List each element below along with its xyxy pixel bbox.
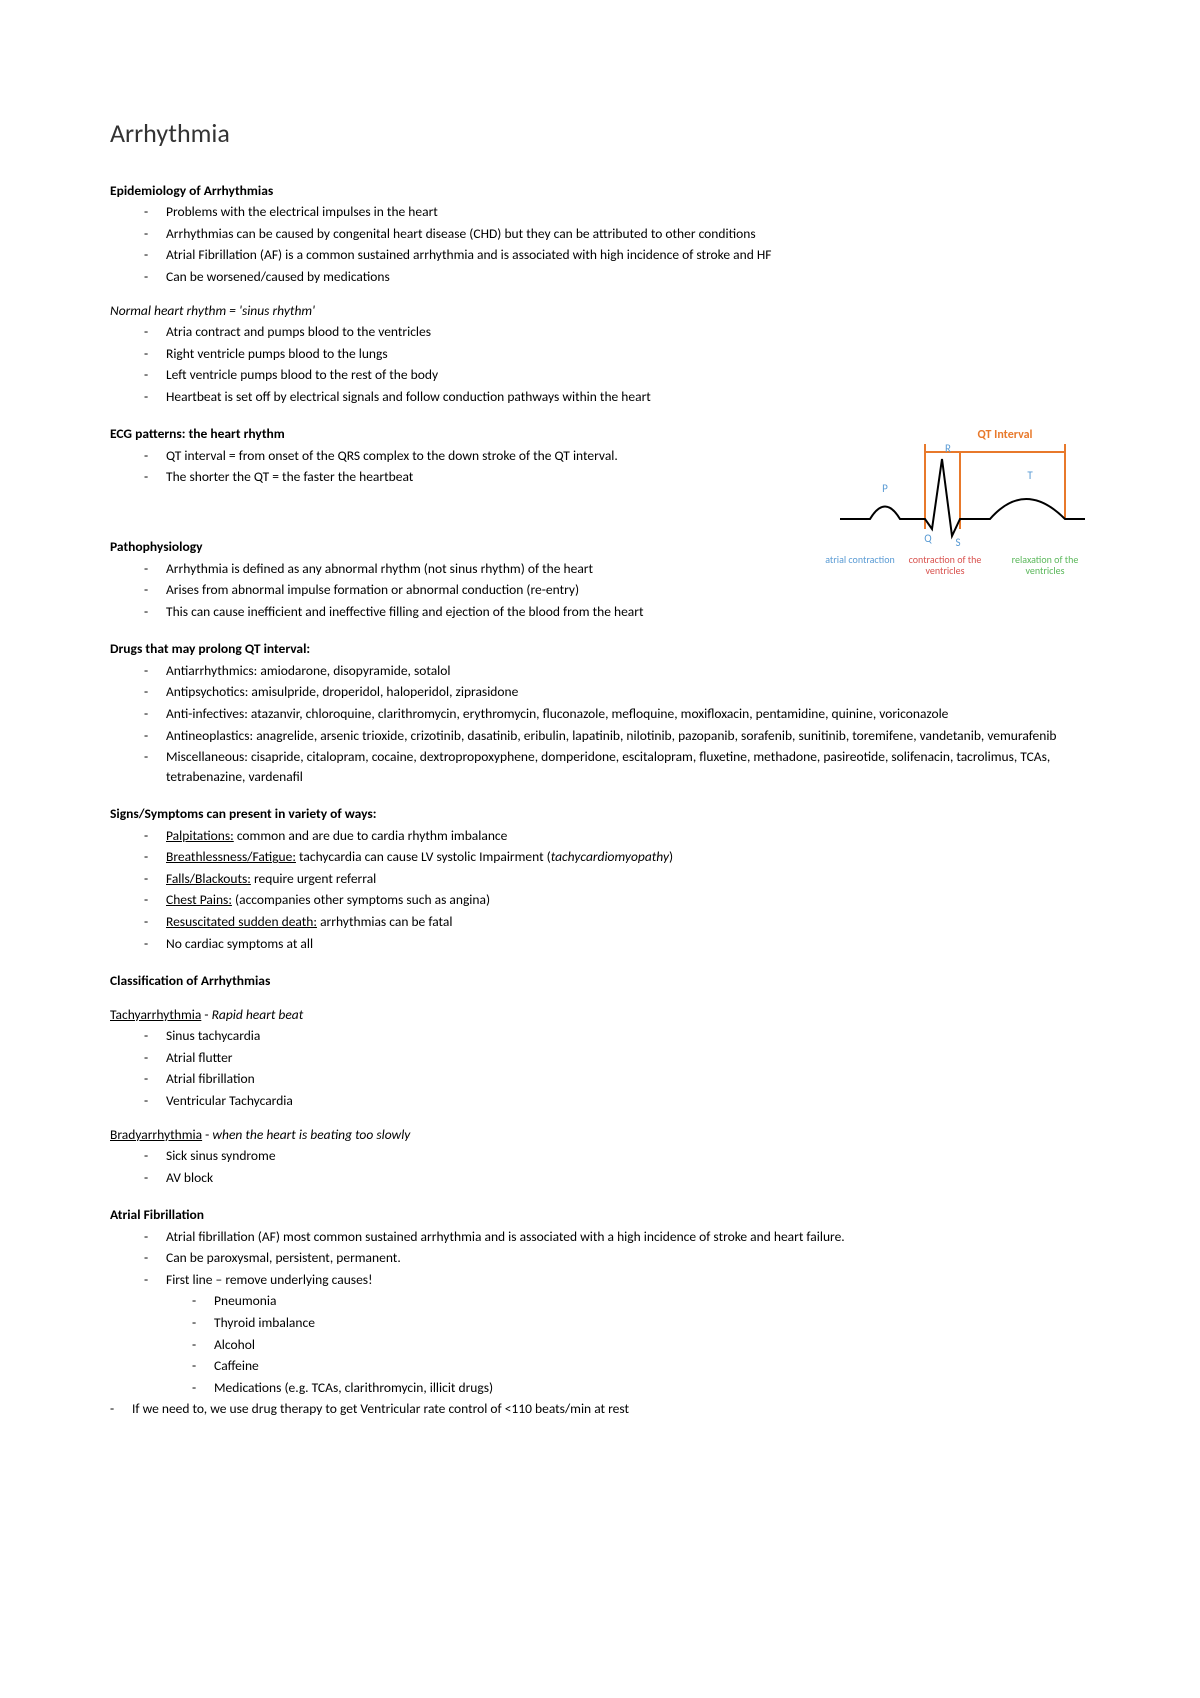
heading-brady: Bradyarrhythmia - when the heart is beat… <box>110 1125 1090 1145</box>
ecg-block: ECG patterns: the heart rhythm QT interv… <box>110 424 1090 621</box>
class-label: Tachyarrhythmia <box>110 1006 201 1023</box>
sign-rest: require urgent referral <box>251 870 376 887</box>
sign-rest: arrhythmias can be fatal <box>317 913 452 930</box>
list-item: Atrial fibrillation (AF) most common sus… <box>166 1227 1090 1247</box>
list-item: QT interval = from onset of the QRS comp… <box>166 446 800 466</box>
list-item: Sinus tachycardia <box>166 1026 1090 1046</box>
page-title: Arrhythmia <box>110 115 1090 153</box>
heading-af: Atrial Fibrillation <box>110 1205 1090 1225</box>
ecg-caption-atrial: atrial contraction <box>825 554 895 565</box>
list-tachy: Sinus tachycardia Atrial flutter Atrial … <box>110 1026 1090 1110</box>
list-item: Miscellaneous: cisapride, citalopram, co… <box>166 747 1090 786</box>
sign-rest: common and are due to cardia rhythm imba… <box>234 827 508 844</box>
ecg-diagram: QT Interval P R Q S T atrial contraction… <box>830 424 1090 594</box>
sign-lead: Chest Pains: <box>166 891 232 908</box>
class-desc: when the heart is beating too slowly <box>212 1126 410 1143</box>
list-item: Antipsychotics: amisulpride, droperidol,… <box>166 682 1090 702</box>
list-item: Can be worsened/caused by medications <box>166 267 1090 287</box>
list-item: AV block <box>166 1168 1090 1188</box>
sign-rest: ) <box>669 848 673 865</box>
list-item: Arrhythmia is defined as any abnormal rh… <box>166 559 800 579</box>
list-item: Pneumonia <box>214 1291 1090 1311</box>
sign-lead: Falls/Blackouts: <box>166 870 251 887</box>
list-item: This can cause inefficient and ineffecti… <box>166 602 800 622</box>
sign-rest-italic: tachycardiomyopathy <box>551 848 669 865</box>
list-item: First line – remove underlying causes! P… <box>166 1270 1090 1397</box>
sign-lead: Resuscitated sudden death: <box>166 913 317 930</box>
heading-epidemiology: Epidemiology of Arrhythmias <box>110 181 1090 201</box>
ecg-label-p: P <box>882 482 888 495</box>
list-item: Palpitations: common and are due to card… <box>166 826 1090 846</box>
list-af: Atrial fibrillation (AF) most common sus… <box>110 1227 1090 1398</box>
list-item: Antineoplastics: anagrelide, arsenic tri… <box>166 726 1090 746</box>
ecg-caption-vcontract: contraction of the ventricles <box>905 554 985 576</box>
list-item: Sick sinus syndrome <box>166 1146 1090 1166</box>
list-item: The shorter the QT = the faster the hear… <box>166 467 800 487</box>
heading-classification: Classification of Arrhythmias <box>110 971 1090 991</box>
ecg-label-r: R <box>945 442 951 455</box>
class-desc: Rapid heart beat <box>212 1006 304 1023</box>
ecg-label-s: S <box>955 536 960 549</box>
heading-quoted: 'sinus rhythm' <box>239 302 315 319</box>
list-item: Breathlessness/Fatigue: tachycardia can … <box>166 847 1090 867</box>
list-item: Caffeine <box>214 1356 1090 1376</box>
list-item: Atrial Fibrillation (AF) is a common sus… <box>166 245 1090 265</box>
heading-text: Normal heart rhythm = <box>110 302 239 319</box>
list-ecg: QT interval = from onset of the QRS comp… <box>110 446 800 487</box>
list-item: Arises from abnormal impulse formation o… <box>166 580 800 600</box>
list-item: Antiarrhythmics: amiodarone, disopyramid… <box>166 661 1090 681</box>
list-item: Atrial flutter <box>166 1048 1090 1068</box>
sign-lead: Palpitations: <box>166 827 234 844</box>
list-epidemiology: Problems with the electrical impulses in… <box>110 202 1090 286</box>
list-item: Falls/Blackouts: require urgent referral <box>166 869 1090 889</box>
ecg-label-t: T <box>1027 469 1033 482</box>
ecg-qt-title: QT Interval <box>978 428 1033 442</box>
list-signs: Palpitations: common and are due to card… <box>110 826 1090 953</box>
list-item: Chest Pains: (accompanies other symptoms… <box>166 890 1090 910</box>
sign-rest: (accompanies other symptoms such as angi… <box>232 891 490 908</box>
list-normal-rhythm: Atria contract and pumps blood to the ve… <box>110 322 1090 406</box>
list-af-last: If we need to, we use drug therapy to ge… <box>110 1399 1090 1419</box>
list-pathophys: Arrhythmia is defined as any abnormal rh… <box>110 559 800 622</box>
list-item: Resuscitated sudden death: arrhythmias c… <box>166 912 1090 932</box>
list-item: Medications (e.g. TCAs, clarithromycin, … <box>214 1378 1090 1398</box>
sign-lead: Breathlessness/Fatigue: <box>166 848 296 865</box>
heading-tachy: Tachyarrhythmia - Rapid heart beat <box>110 1005 1090 1025</box>
list-item: Heartbeat is set off by electrical signa… <box>166 387 1090 407</box>
class-label: Bradyarrhythmia <box>110 1126 202 1143</box>
list-item: Atria contract and pumps blood to the ve… <box>166 322 1090 342</box>
list-item: Can be paroxysmal, persistent, permanent… <box>166 1248 1090 1268</box>
sign-rest: tachycardia can cause LV systolic Impair… <box>296 848 551 865</box>
heading-qt-drugs: Drugs that may prolong QT interval: <box>110 639 1090 659</box>
heading-normal-rhythm: Normal heart rhythm = 'sinus rhythm' <box>110 301 1090 321</box>
list-item: Left ventricle pumps blood to the rest o… <box>166 365 1090 385</box>
list-item: Thyroid imbalance <box>214 1313 1090 1333</box>
list-item: Right ventricle pumps blood to the lungs <box>166 344 1090 364</box>
list-item-text: First line – remove underlying causes! <box>166 1271 372 1288</box>
list-af-sub: Pneumonia Thyroid imbalance Alcohol Caff… <box>166 1291 1090 1397</box>
ecg-label-q: Q <box>924 532 932 545</box>
list-item: Anti-infectives: atazanvir, chloroquine,… <box>166 704 1090 724</box>
ecg-waveform <box>840 459 1085 536</box>
list-item: Atrial fibrillation <box>166 1069 1090 1089</box>
list-item: Problems with the electrical impulses in… <box>166 202 1090 222</box>
list-qt-drugs: Antiarrhythmics: amiodarone, disopyramid… <box>110 661 1090 786</box>
list-item: No cardiac symptoms at all <box>166 934 1090 954</box>
list-brady: Sick sinus syndrome AV block <box>110 1146 1090 1187</box>
ecg-caption-vrelax: relaxation of the ventricles <box>1005 554 1085 576</box>
heading-signs: Signs/Symptoms can present in variety of… <box>110 804 1090 824</box>
list-item: If we need to, we use drug therapy to ge… <box>132 1399 1090 1419</box>
list-item: Ventricular Tachycardia <box>166 1091 1090 1111</box>
list-item: Arrhythmias can be caused by congenital … <box>166 224 1090 244</box>
list-item: Alcohol <box>214 1335 1090 1355</box>
